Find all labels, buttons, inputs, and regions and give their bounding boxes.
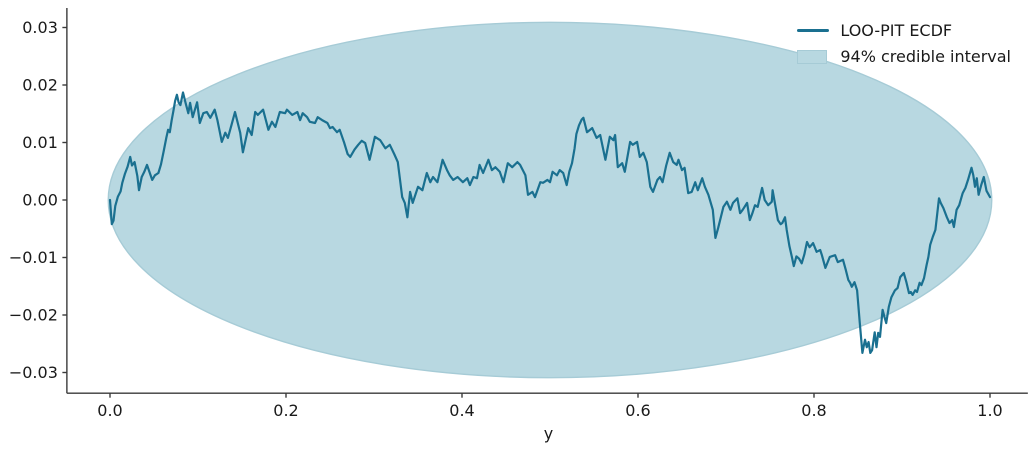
y-tick-label: −0.02 (9, 306, 58, 325)
y-tick-label: 0.01 (22, 133, 58, 152)
x-tick-label: 0.4 (449, 401, 474, 420)
legend-item-loo-pit-ecdf: LOO-PIT ECDF (797, 21, 1011, 40)
x-tick-label: 0.8 (801, 401, 826, 420)
credible-interval-band (107, 21, 993, 379)
y-tick-label: −0.03 (9, 363, 58, 382)
legend-line-swatch (797, 29, 830, 32)
y-tick-label: 0.03 (22, 18, 58, 37)
y-tick-label: −0.01 (9, 248, 58, 267)
legend-patch-swatch (797, 49, 828, 64)
x-tick-label: 1.0 (977, 401, 1002, 420)
y-tick-label: 0.02 (22, 76, 58, 95)
x-tick-label: 0.6 (625, 401, 650, 420)
legend-label-credible-interval: 94% credible interval (840, 47, 1011, 66)
y-tick-label: 0.00 (22, 191, 58, 210)
x-axis-label: y (543, 424, 554, 443)
legend-label-loo-pit-ecdf: LOO-PIT ECDF (840, 21, 953, 40)
legend: LOO-PIT ECDF 94% credible interval (797, 21, 1011, 66)
legend-item-credible-interval: 94% credible interval (797, 47, 1011, 66)
x-tick-label: 0.0 (97, 401, 122, 420)
x-tick-label: 0.2 (273, 401, 298, 420)
loo-pit-ecdf-line (108, 91, 992, 354)
